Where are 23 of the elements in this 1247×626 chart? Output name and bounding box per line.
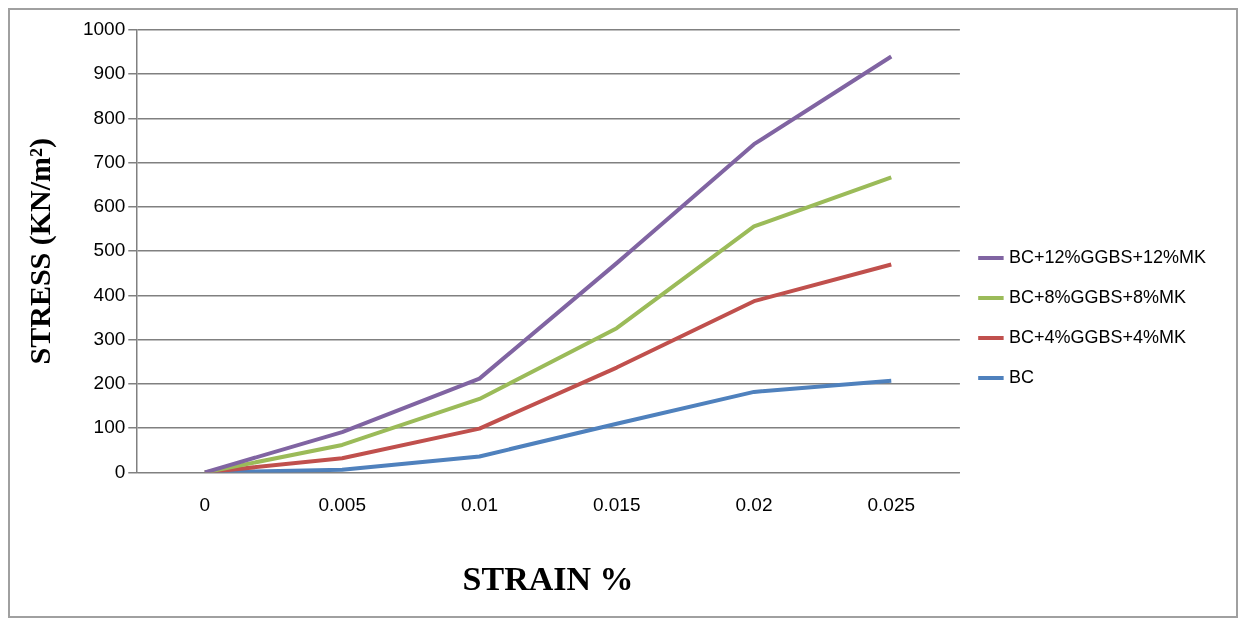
x-tick-label: 0.015: [592, 494, 641, 516]
y-tick-label: 600: [93, 195, 126, 217]
y-tick-label: 500: [93, 239, 126, 261]
y-tick-label: 800: [93, 106, 126, 128]
y-axis-title: STRESS (KN/m²): [22, 137, 57, 365]
y-tick-label: 400: [93, 283, 126, 305]
y-tick-label: 300: [93, 327, 126, 349]
x-tick-label: 0.01: [460, 494, 498, 516]
y-tick-label: 0: [114, 460, 126, 482]
legend-label: BC: [1008, 366, 1034, 387]
x-axis-title: STRAIN %: [462, 560, 634, 598]
y-tick-label: 200: [93, 372, 126, 394]
legend-label: BC+4%GGBS+4%MK: [1008, 326, 1186, 347]
y-tick-label: 700: [93, 150, 126, 172]
x-tick-label: 0.025: [867, 494, 916, 516]
y-tick-label: 1000: [82, 18, 126, 40]
x-tick-label: 0.005: [318, 494, 366, 516]
legend-label: BC+12%GGBS+12%MK: [1008, 246, 1207, 267]
y-tick-label: 900: [93, 62, 126, 84]
legend-label: BC+8%GGBS+8%MK: [1008, 286, 1186, 307]
x-tick-label: 0.02: [735, 494, 773, 516]
y-tick-label: 100: [93, 416, 126, 438]
x-tick-label: 0: [199, 494, 211, 516]
